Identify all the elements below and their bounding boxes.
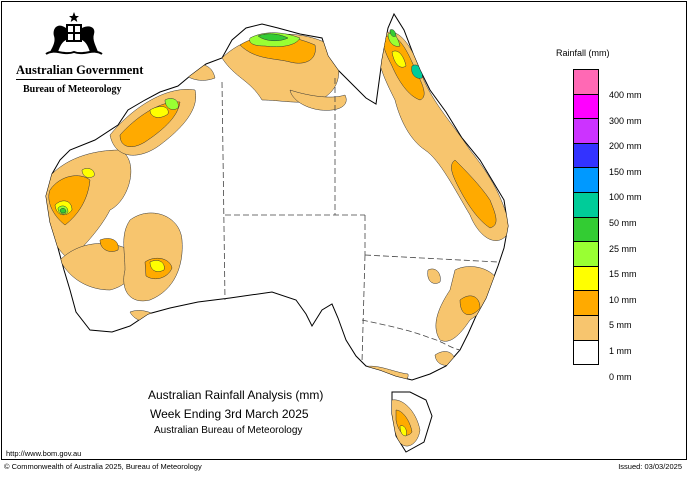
coat-of-arms-icon (45, 12, 103, 55)
legend-title: Rainfall (mm) (556, 48, 610, 58)
legend-label: 1 mm (609, 346, 632, 356)
legend-label: 100 mm (609, 192, 642, 203)
rainfall-shading (46, 29, 508, 447)
legend-label: 150 mm (609, 166, 642, 177)
bureau-title: Bureau of Meteorology (23, 84, 122, 95)
map-title: Australian Rainfall Analysis (mm) (148, 388, 324, 402)
government-title: Australian Government (16, 63, 144, 77)
legend-label: 200 mm (609, 141, 642, 152)
legend-label: 400 mm (609, 90, 642, 100)
legend-swatch (573, 142, 599, 169)
map-source: Australian Bureau of Meteorology (154, 425, 303, 436)
state-borders (221, 78, 499, 363)
legend-swatch (573, 265, 599, 292)
legend-swatch (573, 290, 599, 316)
bom-url-link[interactable]: http://www.bom.gov.au (6, 449, 82, 458)
legend-swatch (573, 216, 599, 243)
legend-label: 25 mm (609, 243, 637, 254)
issued-date: Issued: 03/03/2025 (618, 462, 682, 471)
legend-swatch (573, 191, 599, 218)
legend-swatch (573, 314, 599, 341)
map-subtitle: Week Ending 3rd March 2025 (150, 407, 309, 421)
map-frame (1, 1, 687, 460)
legend-label: 10 mm (609, 294, 637, 305)
legend-label: 300 mm (609, 115, 642, 126)
legend-swatch (573, 167, 599, 193)
legend-swatch (573, 339, 599, 366)
legend-label: 0 mm (609, 371, 632, 382)
copyright-text: © Commonwealth of Australia 2025, Bureau… (4, 462, 202, 471)
rainfall-legend (573, 69, 599, 366)
legend-swatch (573, 241, 599, 267)
legend-swatch (573, 69, 599, 95)
legend-swatch (573, 118, 599, 144)
legend-label: 15 mm (609, 269, 637, 280)
legend-swatch (573, 93, 599, 120)
title-divider (16, 79, 130, 80)
legend-label: 50 mm (609, 218, 637, 228)
legend-label: 5 mm (609, 320, 632, 331)
